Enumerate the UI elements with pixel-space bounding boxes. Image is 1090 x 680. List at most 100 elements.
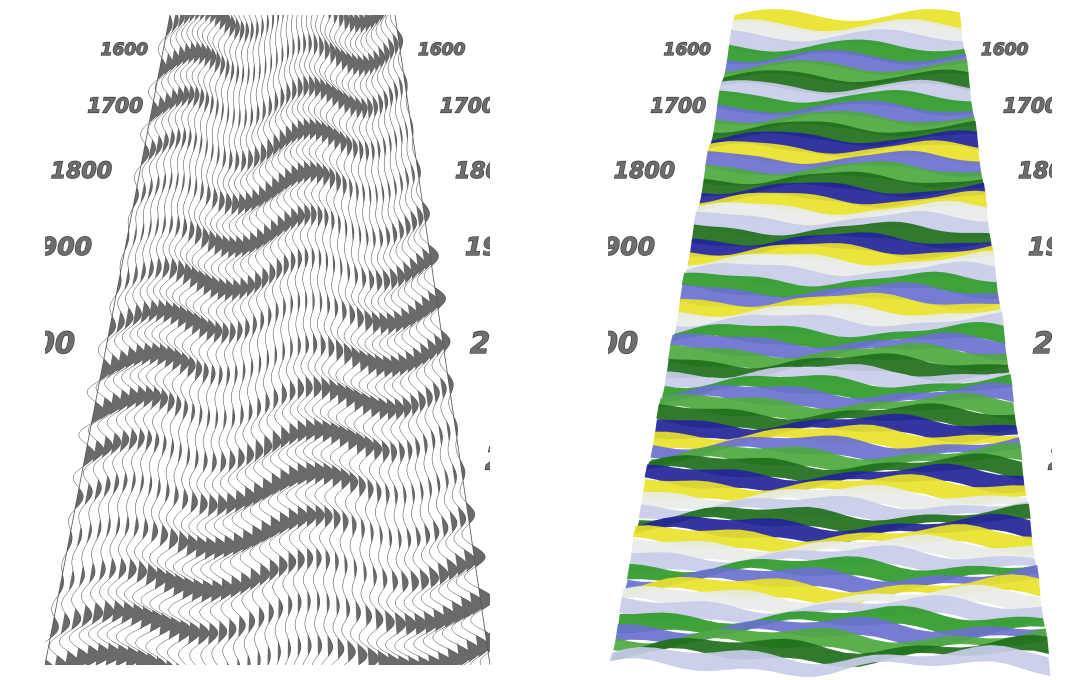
trace-line (167, 14, 240, 666)
trace-line (390, 14, 490, 666)
panel-edge (45, 14, 171, 666)
depth-label-right: 1800 (1018, 159, 1079, 184)
trace-line (319, 14, 356, 666)
trace-line (308, 14, 335, 666)
trace-fill (303, 15, 318, 665)
trace-line (258, 14, 287, 666)
trace-line (88, 14, 200, 666)
depth-label-right: 2100 (1048, 439, 1090, 478)
trace-fill (308, 15, 327, 665)
depth-label-right: 1600 (418, 40, 465, 60)
trace-line (249, 14, 281, 666)
depth-label-left: 1700 (87, 94, 143, 118)
depth-label-left: 1600 (664, 40, 711, 60)
trace-fill (267, 15, 287, 665)
trace-line (59, 14, 185, 666)
trace-line (78, 14, 196, 666)
trace-line (286, 14, 310, 666)
depth-label-left: 1800 (51, 159, 112, 184)
trace-line (277, 14, 301, 666)
surface-band (685, 251, 996, 280)
depth-label-right: 1900 (465, 232, 535, 261)
trace-fill (196, 15, 249, 665)
depth-label-right: 1900 (1028, 232, 1090, 261)
surface-band (648, 443, 1023, 474)
surface-band (625, 565, 1040, 597)
trace-line (156, 14, 236, 666)
depth-label-right: 1800 (455, 159, 516, 184)
trace-fill (156, 15, 231, 665)
trace-line (344, 14, 413, 666)
trace-line (239, 14, 275, 666)
surface-band (673, 312, 1004, 341)
depth-label-right: 1700 (440, 94, 496, 118)
surface-band (656, 403, 1017, 433)
depth-label-left: 1600 (101, 40, 148, 60)
depth-label-right: 2100 (485, 439, 577, 478)
surface-band (724, 49, 968, 76)
trace-fill (257, 15, 281, 665)
surface-band (660, 382, 1014, 412)
trace-fill (328, 15, 368, 665)
trace-fill (359, 15, 433, 665)
trace-line (178, 14, 245, 666)
trace-fill (389, 15, 490, 665)
trace-line (294, 14, 319, 666)
surface-band (693, 211, 990, 238)
trace-line (145, 14, 232, 666)
surface-band (650, 435, 1021, 464)
surface-band (720, 69, 971, 96)
trace-line (365, 14, 454, 666)
surface-band (705, 150, 982, 177)
surface-band (671, 322, 1006, 351)
trace-fill (176, 15, 240, 665)
depth-label-left: 2100 (0, 439, 45, 478)
depth-label-right: 2000 (1033, 326, 1090, 360)
trace-line (69, 14, 191, 666)
depth-label-left: 1800 (614, 159, 675, 184)
trace-line (97, 14, 205, 666)
trace-fill (237, 15, 269, 665)
surface-band (718, 79, 972, 106)
surface-band (730, 19, 964, 45)
trace-line (313, 14, 345, 666)
trace-line (229, 14, 269, 666)
trace-fill (166, 15, 236, 665)
trace-line (370, 14, 463, 666)
surface-band (642, 474, 1027, 504)
depth-label-right: 1700 (1003, 94, 1059, 118)
trace-line (355, 14, 433, 666)
trace-line (302, 14, 327, 666)
trace-line (135, 14, 227, 666)
trace-line (125, 14, 223, 666)
trace-line (106, 14, 211, 666)
surface-band (611, 634, 1049, 668)
depth-label-right: 1600 (981, 40, 1028, 60)
surface-band (709, 130, 979, 157)
panel-edge (394, 14, 490, 666)
trace-line (188, 14, 249, 666)
trace-line (375, 14, 472, 666)
trace-fill (227, 15, 264, 665)
surface-band (722, 59, 969, 86)
surface-band (636, 503, 1031, 535)
depth-label-left: 2000 (557, 326, 638, 360)
trace-line (199, 14, 254, 666)
trace-fill (297, 15, 310, 665)
surface-band (712, 110, 976, 137)
trace-fill (318, 15, 344, 665)
surface-band (630, 534, 1035, 565)
trace-line (324, 14, 368, 666)
depth-label-left: 1900 (585, 232, 655, 261)
trace-line (219, 14, 264, 666)
trace-line (268, 14, 294, 666)
surface-band (623, 574, 1041, 606)
surface-band (711, 120, 978, 147)
trace-fill (45, 15, 173, 665)
trace-fill (216, 15, 259, 665)
trace-fill (206, 15, 254, 665)
trace-line (49, 14, 179, 666)
wiggle-panel: 1600 1600 1700 1700 1800 1800 1900 1900 2000 2000… (0, 14, 577, 666)
trace-line (380, 14, 481, 666)
